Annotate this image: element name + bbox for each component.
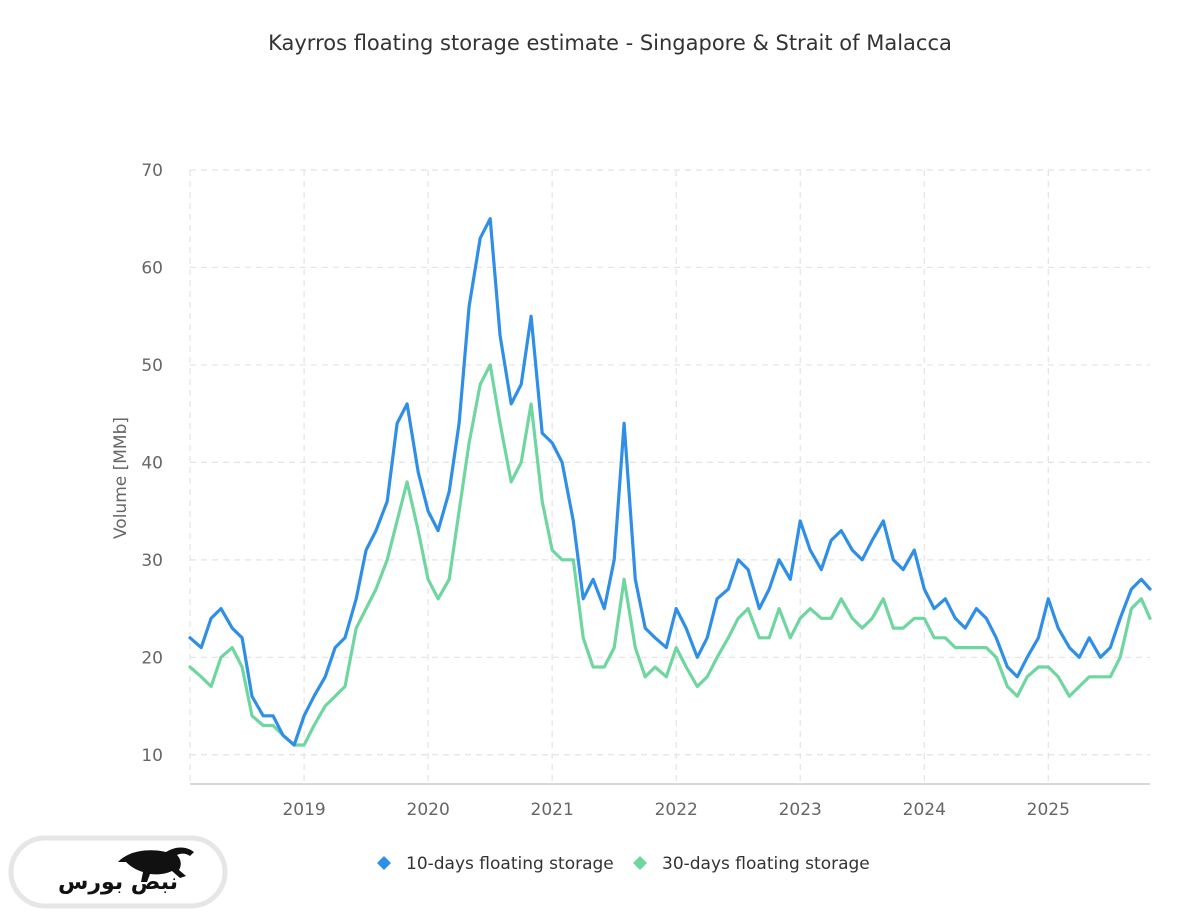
watermark-logo: نبض بورس [8,835,228,909]
x-tick-label: 2025 [1027,800,1070,820]
y-tick-label: 50 [141,356,163,376]
chart-legend: 10-days floating storage 30-days floating… [377,854,870,874]
chart-title: Kayrros floating storage estimate - Sing… [268,31,952,55]
y-tick-label: 40 [141,453,163,473]
legend-label: 10-days floating storage [406,854,614,874]
legend-marker [377,856,391,870]
legend-item-30-days[interactable]: 30-days floating storage [633,854,870,874]
x-tick-label: 2019 [282,800,325,820]
y-axis-title: Volume [MMb] [111,417,131,539]
bull-icon [118,847,194,882]
chart-grid [189,169,1150,784]
chart-series [188,217,1152,747]
legend-item-10-days[interactable]: 10-days floating storage [377,854,614,874]
y-tick-label: 10 [141,746,163,766]
legend-label: 30-days floating storage [662,854,870,874]
x-tick-label: 2022 [655,800,698,820]
y-tick-label: 20 [141,648,163,668]
chart-axes: 10 20 30 40 50 60 70 2019 2020 2021 2022 2023 2024 20… [141,161,1150,820]
watermark-text: نبض بورس [58,870,178,895]
y-tick-label: 30 [141,551,163,571]
series-line-10-days [188,217,1152,747]
x-tick-label: 2024 [903,800,946,820]
y-tick-label: 60 [141,258,163,278]
y-tick-label: 70 [141,161,163,181]
x-tick-label: 2023 [779,800,822,820]
legend-marker [633,856,647,870]
x-tick-label: 2020 [407,800,450,820]
series-line-30-days [188,363,1152,747]
x-tick-label: 2021 [531,800,574,820]
